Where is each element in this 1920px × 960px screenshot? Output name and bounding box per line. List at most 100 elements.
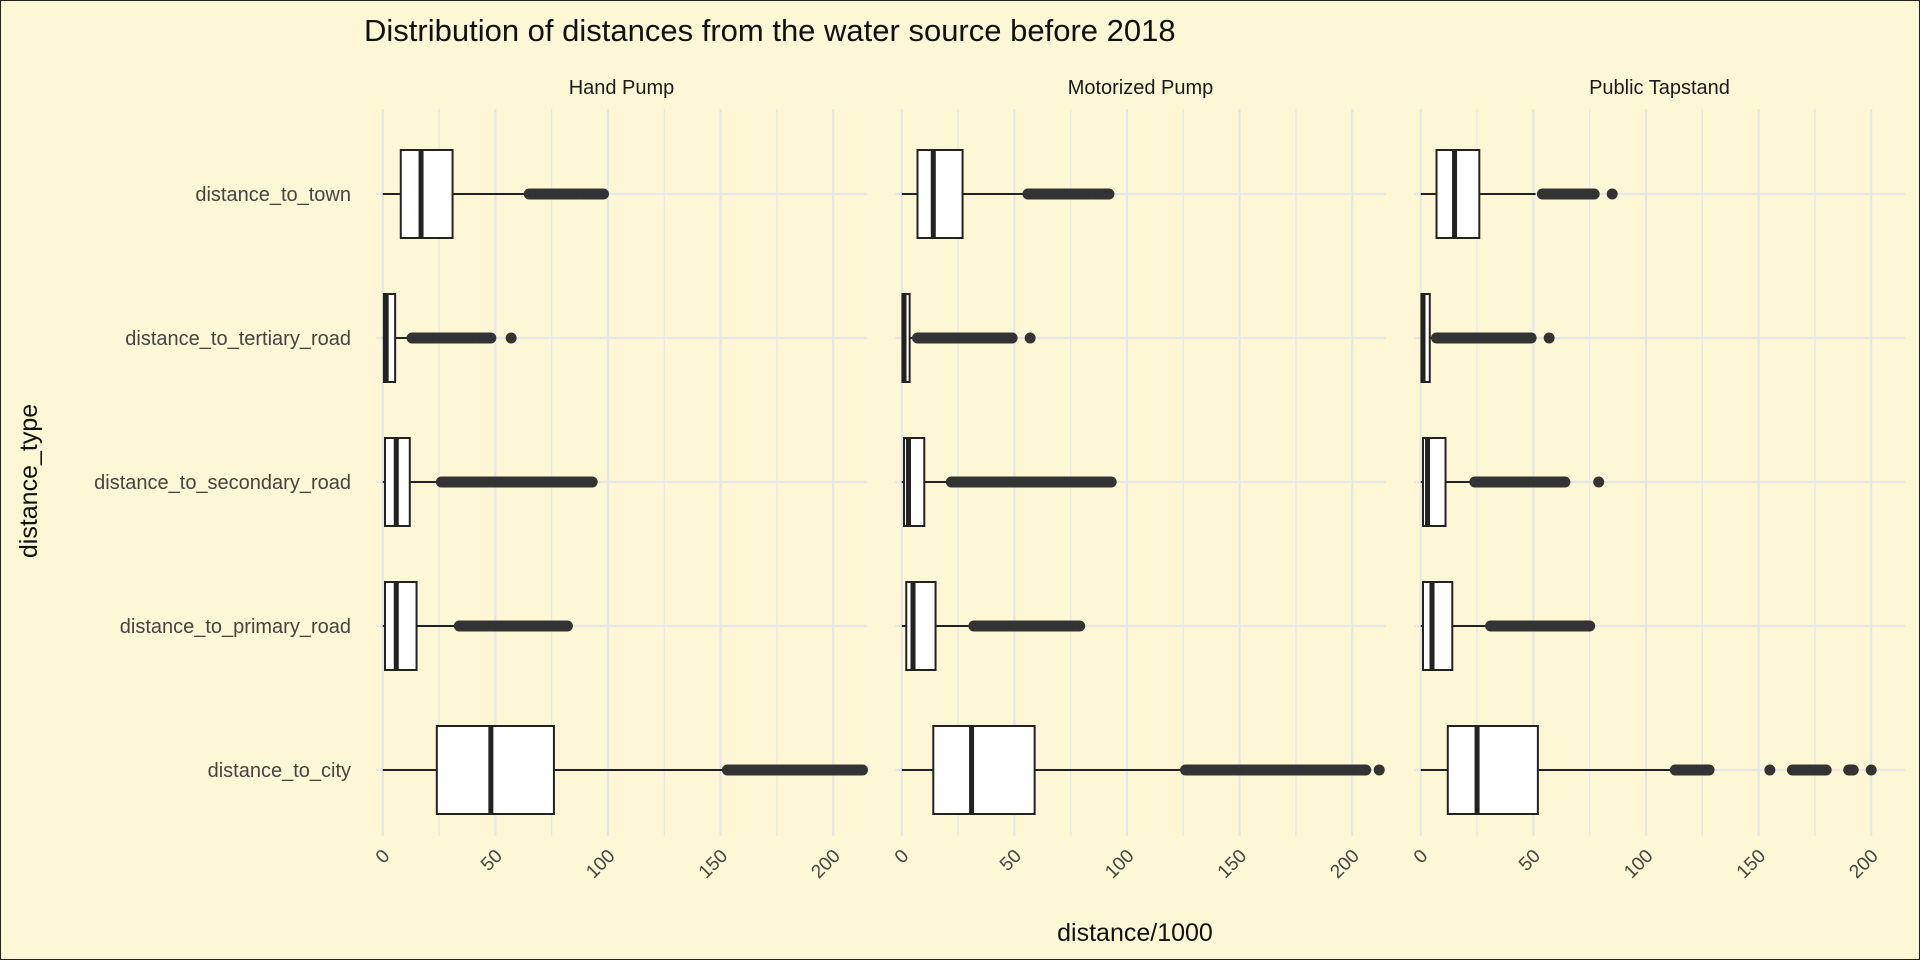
outlier-band xyxy=(1499,620,1509,632)
outlier-band xyxy=(853,764,863,776)
outlier-band xyxy=(1102,188,1109,200)
outlier-point xyxy=(505,332,517,344)
outlier-band xyxy=(549,188,557,200)
outlier-band xyxy=(1086,476,1096,488)
outlier-band xyxy=(1792,764,1804,776)
x-axis-title: distance/1000 xyxy=(1057,919,1213,947)
outlier-band xyxy=(1463,332,1471,344)
iqr-box xyxy=(1435,149,1481,239)
outlier-band xyxy=(1061,188,1069,200)
outlier-band xyxy=(535,188,543,200)
outlier-band xyxy=(817,764,827,776)
outlier-band xyxy=(1483,332,1491,344)
outlier-point xyxy=(1764,764,1776,776)
outlier-band xyxy=(1501,476,1511,488)
outlier-band xyxy=(1072,620,1080,632)
outlier-band xyxy=(772,764,782,776)
outlier-band xyxy=(1524,332,1532,344)
outlier-band xyxy=(1185,764,1197,776)
iqr-box xyxy=(1446,725,1539,815)
box-motorized-pump-distance-to-tertiary-road xyxy=(901,293,1036,383)
outlier-band xyxy=(486,332,491,344)
outlier-band xyxy=(971,332,979,344)
outlier-band xyxy=(736,764,746,776)
outlier-band xyxy=(960,476,970,488)
outlier-band xyxy=(1549,188,1556,200)
outlier-band xyxy=(1041,188,1049,200)
outlier-band xyxy=(1535,620,1545,632)
y-tick-label-distance-to-primary-road: distance_to_primary_road xyxy=(120,616,351,638)
outlier-band xyxy=(1000,620,1010,632)
outlier-band xyxy=(1490,620,1500,632)
outlier-band xyxy=(1497,332,1505,344)
outlier-band xyxy=(576,476,586,488)
outlier-band xyxy=(562,188,570,200)
outlier-band xyxy=(1555,188,1563,200)
box-public-tapstand-distance-to-primary-road xyxy=(1420,581,1596,671)
outlier-band xyxy=(1814,764,1827,776)
outlier-band xyxy=(1580,620,1590,632)
outlier-band xyxy=(466,332,473,344)
x-tick-label: 100 xyxy=(582,846,619,883)
outlier-band xyxy=(944,332,952,344)
outlier-band xyxy=(1803,764,1815,776)
x-tick-label: 150 xyxy=(695,846,732,883)
outlier-band xyxy=(1286,764,1299,776)
y-tick-label-distance-to-secondary-road: distance_to_secondary_road xyxy=(94,472,351,494)
outlier-point xyxy=(1593,476,1605,488)
facets: distance_to_town distance_to_tertiary_roa… xyxy=(94,77,1905,883)
outlier-band xyxy=(459,332,467,344)
outlier-band xyxy=(987,476,997,488)
outlier-band xyxy=(1253,764,1265,776)
outlier-band xyxy=(1005,476,1015,488)
outlier-band xyxy=(1546,476,1556,488)
outlier-band xyxy=(468,476,478,488)
x-tick-label: 150 xyxy=(1214,846,1251,883)
outlier-band xyxy=(1081,188,1089,200)
outlier-band xyxy=(790,764,800,776)
iqr-box xyxy=(399,149,454,239)
x-tick-label: 200 xyxy=(807,846,844,883)
outlier-band xyxy=(1095,188,1103,200)
outlier-band xyxy=(522,476,532,488)
box-hand-pump-distance-to-city xyxy=(382,725,868,815)
outlier-band xyxy=(569,188,577,200)
outlier-band xyxy=(1562,620,1572,632)
outlier-band xyxy=(754,764,764,776)
outlier-band xyxy=(1848,764,1854,776)
outlier-band xyxy=(522,620,532,632)
y-axis-title: distance_type xyxy=(15,404,43,558)
outlier-band xyxy=(558,476,568,488)
outlier-band xyxy=(477,476,487,488)
outlier-band xyxy=(1219,764,1231,776)
outlier-band xyxy=(799,764,809,776)
outlier-band xyxy=(1068,476,1078,488)
outlier-band xyxy=(1474,476,1484,488)
outlier-band xyxy=(1517,620,1527,632)
box-hand-pump-distance-to-secondary-road xyxy=(382,437,598,527)
outlier-band xyxy=(1298,764,1310,776)
outlier-band xyxy=(1050,476,1060,488)
outlier-band xyxy=(1571,620,1581,632)
outlier-band xyxy=(1068,188,1076,200)
chart-title: Distribution of distances from the water… xyxy=(364,13,1176,48)
y-tick-label-distance-to-city: distance_to_city xyxy=(208,760,351,782)
outlier-point xyxy=(1024,332,1036,344)
outlier-band xyxy=(412,332,419,344)
outlier-band xyxy=(763,764,773,776)
outlier-band xyxy=(1023,476,1033,488)
x-tick-label: 0 xyxy=(372,846,394,868)
outlier-band xyxy=(1684,764,1694,776)
box-motorized-pump-distance-to-town xyxy=(901,149,1115,239)
outlier-band xyxy=(445,332,453,344)
outlier-band xyxy=(459,476,469,488)
y-tick-label-distance-to-town: distance_to_town xyxy=(195,184,351,206)
outlier-band xyxy=(826,764,836,776)
box-hand-pump-distance-to-town xyxy=(382,149,609,239)
box-public-tapstand-distance-to-town xyxy=(1420,149,1618,239)
outlier-band xyxy=(1576,188,1581,200)
iqr-box xyxy=(1422,581,1454,671)
outlier-band xyxy=(1562,188,1570,200)
outlier-point xyxy=(1606,188,1618,200)
x-tick-label: 50 xyxy=(996,846,1026,876)
